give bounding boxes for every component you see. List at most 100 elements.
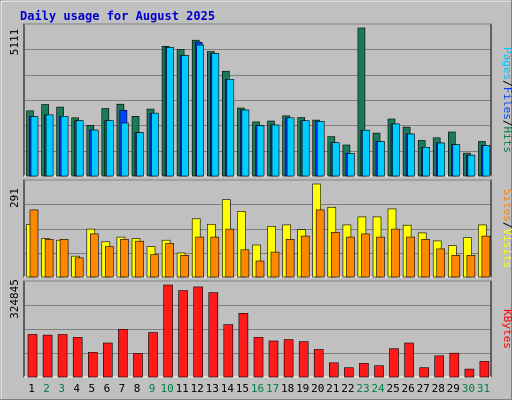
x-tick-label-day-3: 3 [58,382,65,395]
bar-sites-day-1 [29,209,39,278]
bar-sites-day-25 [391,228,400,278]
bar-sites-day-22 [346,236,355,278]
bar-sites-day-10 [165,243,174,278]
bar-sites-day-13 [210,236,220,278]
bar-pages-day-4 [75,120,84,177]
x-tick-label-day-1: 1 [28,382,35,395]
bar-kbytes-day-27 [419,367,430,378]
panel-visits-sites: 291 Sites/Visits [8,179,512,278]
x-tick-label-day-30: 30 [462,382,475,395]
x-tick-label-day-17: 17 [266,382,279,395]
x-tick-label-day-12: 12 [191,382,204,395]
legend-kbytes: KBytes [501,309,512,349]
x-tick-label-day-23: 23 [356,382,369,395]
bar-sites-day-24 [376,236,385,278]
bar-kbytes-day-29 [449,352,460,378]
bar-sites-day-7 [120,239,129,278]
bar-sites-day-4 [74,257,84,278]
bar-kbytes-day-13 [208,292,219,378]
bar-sites-day-17 [270,251,280,278]
legend-visits-sites: Sites/Visits [501,189,512,269]
bar-kbytes-day-15 [238,312,249,378]
bar-kbytes-day-12 [193,286,203,378]
bar-kbytes-day-24 [374,365,384,378]
bar-sites-day-3 [59,239,69,278]
bar-pages-day-22 [347,153,355,177]
bar-sites-day-27 [421,239,431,278]
bar-pages-day-13 [211,53,220,177]
bar-sites-day-2 [44,239,54,278]
bar-kbytes-day-11 [178,290,188,378]
bar-pages-day-5 [91,129,99,177]
bar-pages-day-10 [166,47,174,177]
bar-sites-day-5 [90,233,99,278]
bar-kbytes-day-4 [72,337,83,378]
bar-kbytes-day-18 [283,339,294,378]
bar-kbytes-day-8 [133,353,143,378]
bar-kbytes-day-5 [88,352,98,378]
x-tick-label-day-11: 11 [176,382,189,395]
x-tick-label-day-31: 31 [477,382,490,395]
x-tick-label-day-4: 4 [73,382,80,395]
bar-sites-day-14 [225,228,235,278]
bar-pages-day-30 [467,154,476,177]
bar-sites-day-29 [451,255,461,278]
bar-sites-day-8 [135,240,144,278]
bar-pages-day-17 [271,124,280,177]
bar-sites-day-20 [315,209,325,278]
x-tick-label-day-21: 21 [326,382,339,395]
y-max-label-hits-files-pages: 5111 [8,29,21,56]
bar-sites-day-21 [330,232,340,278]
bar-kbytes-day-14 [223,324,234,378]
bar-kbytes-day-2 [42,334,53,378]
x-tick-label-day-5: 5 [88,382,95,395]
x-tick-label-day-26: 26 [401,382,414,395]
y-max-label-visits-sites: 291 [8,188,21,208]
bar-pages-day-25 [392,123,400,177]
x-tick-label-day-6: 6 [104,382,111,395]
bar-pages-day-23 [362,129,370,177]
bar-pages-day-12 [196,44,204,177]
bar-sites-day-12 [195,236,204,278]
bar-kbytes-day-23 [359,363,369,378]
legend-entry: Files [501,87,512,120]
bar-pages-day-9 [151,112,159,177]
bar-kbytes-day-31 [479,361,490,378]
bar-kbytes-day-10 [163,284,173,378]
bar-sites-day-16 [255,260,265,278]
bar-pages-day-7 [121,122,129,177]
bar-kbytes-day-25 [389,348,399,378]
legend-hits-files-pages: Pages/Files/Hits [501,47,512,153]
bar-pages-day-29 [452,144,461,177]
panel-kbytes: 324845 KBytes [8,279,512,378]
bar-pages-day-28 [437,142,446,177]
bar-kbytes-day-21 [328,362,339,378]
bar-kbytes-day-30 [464,368,475,378]
chart-panels: 5111 Pages/Files/Hits 291 Sites/Visits 32484… [8,23,512,378]
bar-kbytes-day-7 [118,329,128,378]
bar-sites-day-6 [105,246,114,278]
bar-kbytes-day-20 [313,349,324,378]
bar-pages-day-8 [136,132,144,177]
legend-entry: / [501,80,512,87]
bar-pages-day-2 [45,114,54,177]
bar-pages-day-24 [377,141,385,177]
bar-sites-day-18 [285,239,295,278]
legend-entry: KBytes [501,309,512,349]
bar-pages-day-18 [286,117,295,177]
x-tick-label-day-25: 25 [386,382,399,395]
panel-hits-files-pages: 5111 Pages/Files/Hits [8,23,512,177]
x-tick-label-day-16: 16 [251,382,264,395]
bar-pages-day-27 [422,147,431,177]
x-tick-label-day-20: 20 [311,382,324,395]
bar-kbytes-day-1 [27,334,38,378]
bar-pages-day-14 [226,79,235,177]
bar-sites-day-15 [240,249,250,278]
x-tick-label-day-28: 28 [432,382,445,395]
bar-pages-day-21 [331,142,340,177]
legend-entry: / [501,222,512,229]
bar-sites-day-11 [180,255,189,278]
y-max-label-kbytes: 324845 [8,279,21,319]
x-tick-label-day-18: 18 [281,382,294,395]
